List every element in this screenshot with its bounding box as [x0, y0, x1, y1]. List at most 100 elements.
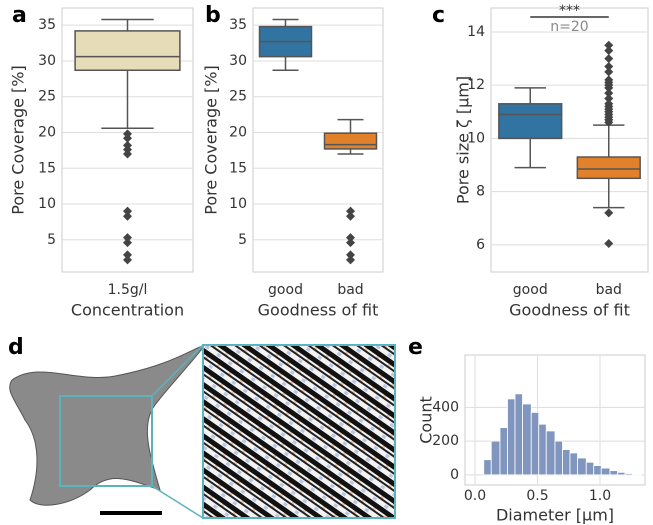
y-axis-label: Pore Coverage [%]	[202, 65, 221, 214]
outlier	[604, 239, 614, 249]
y-tick-label: 30	[38, 53, 56, 69]
outlier	[604, 75, 614, 85]
y-tick-label: 15	[229, 160, 247, 176]
bar	[545, 430, 556, 476]
outlier	[346, 250, 355, 260]
bar	[600, 467, 611, 476]
box	[74, 30, 181, 71]
outlier	[604, 46, 614, 56]
panel-label: a	[12, 3, 27, 28]
x-tick-label: good	[513, 282, 548, 298]
bar	[483, 459, 492, 476]
significance-stars: ***	[559, 3, 580, 19]
panel-label: b	[205, 3, 221, 28]
outlier	[123, 250, 132, 260]
bar	[490, 440, 501, 476]
bar	[538, 423, 547, 476]
zoom-line	[151, 485, 204, 519]
x-tick-label: bad	[337, 282, 363, 298]
outlier	[123, 233, 132, 243]
outlier	[346, 255, 355, 265]
outlier	[604, 62, 614, 72]
cell-image	[9, 344, 207, 506]
x-tick-label: bad	[596, 282, 622, 298]
y-tick-label: 35	[229, 17, 247, 33]
bar	[507, 398, 516, 476]
bar	[585, 461, 595, 476]
plot-area	[490, 7, 649, 273]
outlier	[604, 40, 614, 50]
box	[576, 156, 641, 180]
y-tick-label: 15	[38, 160, 56, 176]
panel-label: d	[8, 335, 24, 360]
y-tick-label: 5	[238, 232, 247, 248]
bar	[514, 393, 523, 476]
box	[323, 132, 378, 150]
zoom-image	[202, 344, 396, 519]
y-tick-label: 6	[476, 237, 485, 253]
x-tick-label: 1.5g/l	[108, 282, 148, 298]
y-tick-label: 400	[432, 399, 459, 415]
y-axis-label: Count	[417, 396, 436, 444]
y-tick-label: 10	[38, 196, 56, 212]
zoom-box	[59, 395, 153, 487]
x-axis-label: Goodness of fit	[258, 301, 379, 320]
bar	[562, 449, 571, 476]
sample-size: n=20	[550, 19, 588, 35]
bar	[577, 457, 587, 476]
bar	[624, 473, 633, 476]
bar	[522, 403, 532, 476]
bar	[632, 473, 642, 476]
x-tick-label: 0.0	[464, 488, 486, 504]
bar	[569, 452, 578, 476]
outlier	[604, 93, 614, 103]
bar	[617, 471, 626, 476]
x-axis-label: Goodness of fit	[509, 301, 630, 320]
outlier	[123, 211, 132, 221]
y-tick-label: 25	[38, 89, 56, 105]
outlier	[123, 133, 132, 143]
x-axis-label: Concentration	[71, 301, 184, 320]
outlier	[123, 255, 132, 265]
outlier	[604, 67, 614, 77]
y-tick-label: 12	[467, 77, 485, 93]
y-tick-label: 8	[476, 184, 485, 200]
outlier	[346, 233, 355, 243]
x-axis-label: Diameter [μm]	[496, 506, 614, 525]
y-axis-label: Pore Coverage [%]	[9, 65, 28, 214]
outlier	[604, 99, 614, 109]
y-axis-label: Pore size ζ [μm]	[454, 76, 473, 204]
y-tick-label: 35	[38, 17, 56, 33]
y-tick-label: 30	[229, 53, 247, 69]
outlier	[346, 211, 355, 221]
box	[498, 103, 563, 140]
outlier	[604, 54, 614, 64]
y-tick-label: 10	[229, 196, 247, 212]
y-tick-label: 200	[432, 433, 459, 449]
zoom-line	[151, 344, 204, 397]
bar	[530, 412, 540, 476]
outlier	[123, 149, 132, 159]
y-tick-label: 5	[47, 232, 56, 248]
outlier	[346, 238, 355, 248]
y-tick-label: 10	[467, 130, 485, 146]
panel-label: e	[408, 335, 423, 360]
x-tick-label: good	[268, 282, 303, 298]
bar	[499, 427, 508, 476]
bar	[593, 465, 602, 476]
image-panel: d	[8, 335, 396, 519]
y-tick-label: 0	[450, 467, 459, 483]
y-tick-label: 20	[229, 124, 247, 140]
outlier	[123, 206, 132, 216]
y-tick-label: 14	[467, 24, 485, 40]
bar	[554, 440, 563, 476]
outlier	[604, 88, 614, 98]
x-tick-label: 1.0	[589, 488, 611, 504]
bar	[609, 470, 618, 476]
outlier	[123, 238, 132, 248]
x-tick-label: 0.5	[526, 488, 548, 504]
panel-label: c	[432, 3, 445, 28]
outlier	[604, 208, 614, 218]
y-tick-label: 25	[229, 89, 247, 105]
